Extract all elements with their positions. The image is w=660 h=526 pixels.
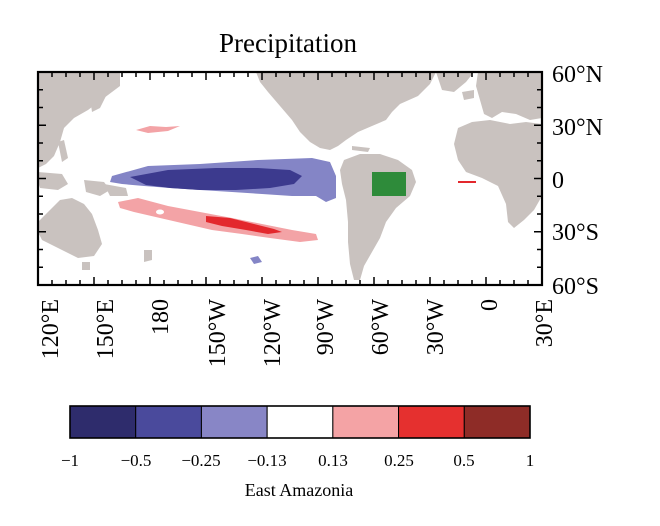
positive-anomaly-atlantic <box>458 181 476 183</box>
lon-label-150w: 150°W <box>205 299 231 368</box>
positive-anomaly-spcz-core <box>206 216 282 234</box>
colorbar-tick-0: −1 <box>61 451 79 470</box>
negative-anomaly-patch-south <box>250 256 262 264</box>
colorbar-tick-6: 0.5 <box>453 451 474 470</box>
lon-label-150e: 150°E <box>93 299 119 359</box>
lat-label-30n: 30°N <box>552 115 603 141</box>
land-japan <box>90 92 106 112</box>
land-europe <box>476 72 542 120</box>
colorbar-tick-1: −0.5 <box>121 451 152 470</box>
land-greenland <box>436 72 474 92</box>
colorbar-cell-5 <box>398 405 465 439</box>
land-africa <box>454 120 542 228</box>
land-maritime-continent-2 <box>84 180 110 196</box>
colorbar-label: East Amazonia <box>245 480 353 500</box>
colorbar-tick-7: 1 <box>526 451 535 470</box>
lon-label-30e: 30°E <box>532 299 558 347</box>
colorbar-cells <box>69 405 531 439</box>
land-maritime-continent-1 <box>38 172 68 190</box>
colorbar: −1 −0.5 −0.25 −0.13 0.13 0.25 0.5 1 East… <box>61 405 534 500</box>
land-iceland <box>462 90 474 100</box>
land-cuba <box>352 146 370 152</box>
lon-label-30w: 30°W <box>423 299 449 356</box>
colorbar-cell-3 <box>266 405 334 439</box>
lat-label-60s: 60°S <box>552 274 599 300</box>
land-tasmania <box>82 262 90 270</box>
land-north-america <box>256 72 436 150</box>
longitude-labels: 120°E 150°E 180 150°W 120°W 90°W 60°W 30… <box>38 299 558 368</box>
land-british-isles <box>484 84 494 100</box>
land-new-guinea <box>104 184 128 196</box>
spcz-white-gap <box>156 209 164 215</box>
map-area <box>36 70 544 287</box>
colorbar-tick-labels: −1 −0.5 −0.25 −0.13 0.13 0.25 0.5 1 <box>61 451 534 470</box>
land-australia <box>38 198 102 258</box>
colorbar-cell-0 <box>69 405 137 439</box>
colorbar-cell-1 <box>135 405 202 439</box>
latitude-labels: 60°N 30°N 0 30°S 60°S <box>552 62 603 300</box>
lat-label-60n: 60°N <box>552 62 603 88</box>
colorbar-cell-6 <box>463 405 531 439</box>
negative-anomaly-core <box>130 168 302 190</box>
land-new-zealand <box>144 250 152 262</box>
lat-label-equator: 0 <box>552 168 564 194</box>
colorbar-cell-2 <box>200 405 268 439</box>
colorbar-tick-2: −0.25 <box>181 451 220 470</box>
lon-label-120e: 120°E <box>38 299 64 359</box>
anomaly-contours <box>110 126 476 264</box>
lon-label-90w: 90°W <box>313 299 339 356</box>
east-amazonia-region-box <box>372 172 406 196</box>
lon-label-120w: 120°W <box>260 299 286 368</box>
lon-label-60w: 60°W <box>368 299 394 356</box>
colorbar-tick-3: −0.13 <box>247 451 286 470</box>
positive-anomaly-north <box>136 126 180 133</box>
colorbar-frame <box>69 405 531 439</box>
map-title: Precipitation <box>219 28 357 58</box>
land-philippines <box>58 140 68 162</box>
lon-label-180: 180 <box>148 299 174 335</box>
colorbar-tick-5: 0.25 <box>384 451 414 470</box>
map-tick-marks <box>37 71 543 286</box>
lat-label-30s: 30°S <box>552 220 599 246</box>
colorbar-cell-4 <box>332 405 400 439</box>
lon-label-0: 0 <box>477 299 503 311</box>
colorbar-tick-4: 0.13 <box>318 451 348 470</box>
